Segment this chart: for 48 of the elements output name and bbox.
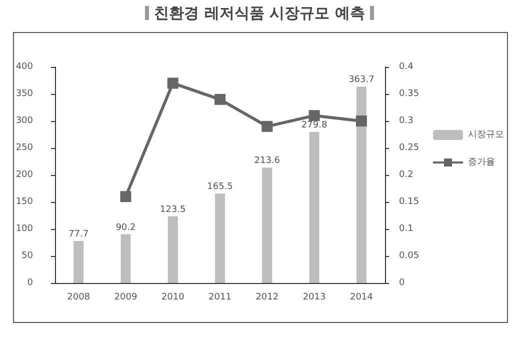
x-tick-label: 2010	[161, 292, 185, 302]
bar	[74, 241, 84, 283]
y-tick-label: 0	[27, 278, 34, 288]
point	[308, 110, 320, 122]
bar	[215, 194, 225, 283]
y2-tick-label: 0.4	[399, 62, 414, 72]
bar	[309, 132, 320, 283]
x-tick-label: 2013	[302, 292, 326, 302]
legend-label: 시장규모	[468, 130, 504, 140]
legend-label: 증가율	[468, 158, 495, 168]
y2-tick-label: 0.15	[399, 197, 420, 207]
point	[356, 116, 367, 126]
point	[167, 78, 178, 89]
y-tick-label: 100	[16, 224, 34, 234]
chart-title: 친환경 레저식품 시장규모 예측	[154, 4, 365, 22]
data-label: 279.8	[301, 120, 328, 130]
x-tick-label: 2011	[208, 292, 232, 302]
y2-tick-label: 0.2	[399, 170, 414, 180]
x-tick-label: 2014	[350, 292, 374, 302]
y-tick-label: 200	[16, 170, 34, 180]
x-tick-label: 2008	[67, 292, 90, 302]
data-label: 363.7	[348, 75, 374, 86]
x-tick-label: 2012	[256, 292, 279, 302]
data-label: 77.7	[68, 230, 89, 240]
point	[214, 94, 226, 105]
y2-tick-label: 0.25	[399, 143, 420, 153]
y-tick-label: 400	[16, 62, 34, 72]
y2-tick-label: 0	[399, 278, 405, 288]
y-tick-label: 350	[16, 89, 34, 99]
data-label: 123.5	[160, 204, 186, 215]
x-tick-label: 2009	[114, 292, 138, 302]
bar	[168, 216, 178, 283]
point	[262, 120, 273, 132]
y2-tick-label: 0.1	[399, 224, 414, 234]
point	[120, 191, 132, 202]
y-tick-label: 50	[22, 251, 34, 261]
y2-tick-label: 0.35	[399, 89, 420, 99]
bar	[120, 234, 131, 283]
bar	[356, 86, 366, 283]
data-label: 213.6	[254, 156, 280, 166]
bar	[262, 168, 272, 283]
y-tick-label: 300	[16, 116, 34, 126]
y-tick-label: 150	[16, 197, 34, 207]
data-label: 90.2	[116, 222, 136, 233]
y2-tick-label: 0.3	[399, 116, 414, 126]
y2-tick-label: 0.05	[399, 251, 420, 261]
y-tick-label: 250	[16, 143, 34, 153]
data-label: 165.5	[207, 182, 233, 192]
